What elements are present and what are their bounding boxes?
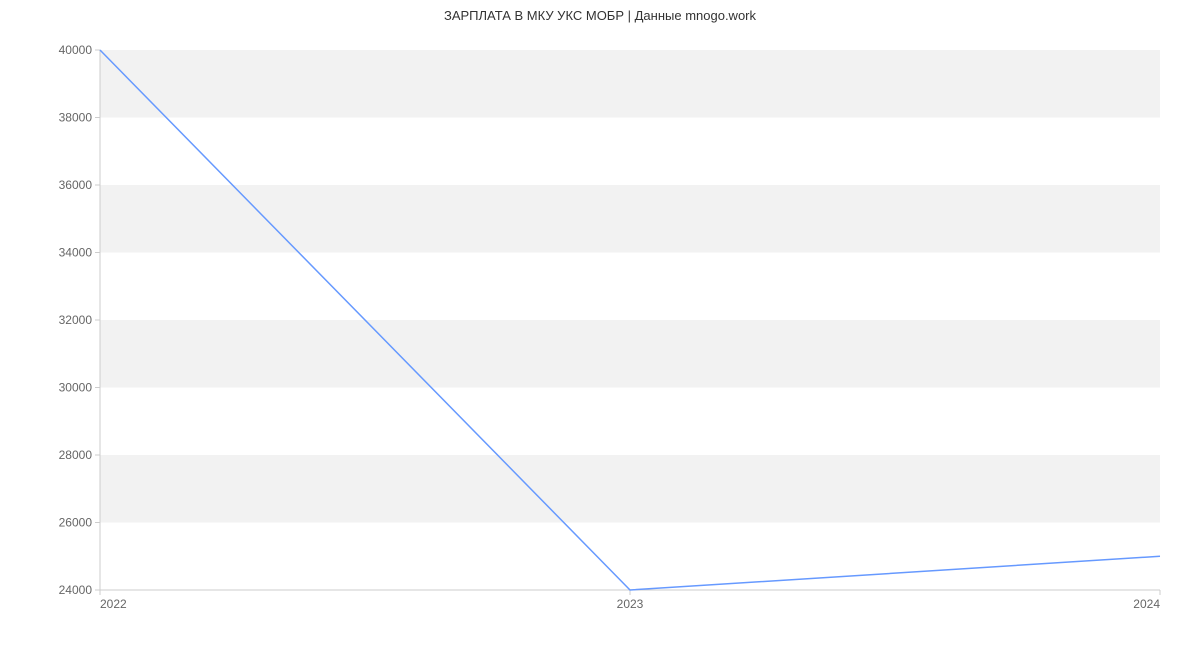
y-tick-label: 30000 xyxy=(59,381,93,395)
y-tick-label: 32000 xyxy=(59,313,93,327)
salary-line-chart: ЗАРПЛАТА В МКУ УКС МОБР | Данные mnogo.w… xyxy=(0,0,1200,650)
y-tick-label: 26000 xyxy=(59,516,93,530)
x-tick-label: 2022 xyxy=(100,597,127,611)
y-tick-label: 36000 xyxy=(59,178,93,192)
x-tick-label: 2023 xyxy=(617,597,644,611)
x-tick-label: 2024 xyxy=(1133,597,1160,611)
y-tick-label: 40000 xyxy=(59,43,93,57)
chart-svg: 24000 26000 28000 30000 32000 34000 36000 38000… xyxy=(0,0,1200,650)
chart-title: ЗАРПЛАТА В МКУ УКС МОБР | Данные mnogo.w… xyxy=(0,8,1200,23)
y-tick-label: 24000 xyxy=(59,583,93,597)
y-tick-label: 38000 xyxy=(59,111,93,125)
y-tick-label: 28000 xyxy=(59,448,93,462)
y-tick-label: 34000 xyxy=(59,246,93,260)
